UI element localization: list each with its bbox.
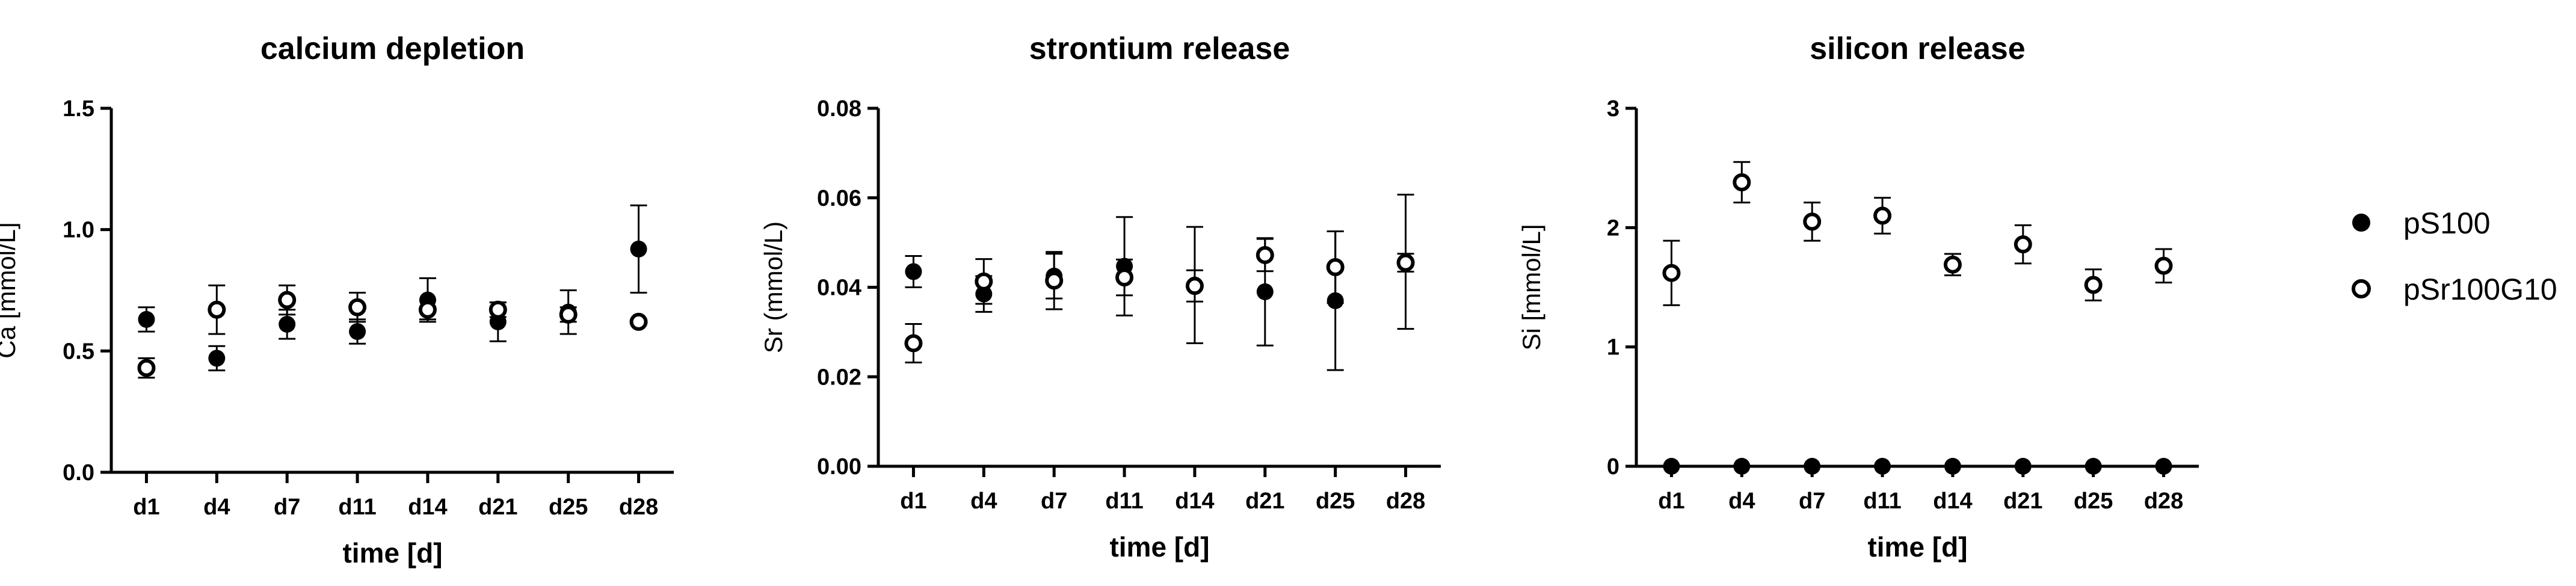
data-point-pSr100G10: [1326, 258, 1345, 277]
chart-title: silicon release: [1810, 31, 2025, 66]
data-point-pSr100G10: [975, 272, 993, 291]
data-point-pSr100G10: [629, 312, 648, 331]
data-point-pSr100G10: [1185, 277, 1204, 295]
legend: pS100 pSr100G10: [2352, 206, 2557, 306]
x-tick-label: d28: [2144, 489, 2183, 514]
chart-title: calcium depletion: [260, 31, 525, 66]
chart-title: strontium release: [1029, 31, 1290, 66]
data-point-pS100: [1733, 458, 1751, 475]
x-tick-label: d25: [549, 495, 588, 520]
data-point-pSr100G10: [2154, 256, 2173, 275]
data-point-pS100: [349, 323, 366, 341]
x-tick-label: d28: [619, 495, 658, 520]
series-pSr100G10: [137, 284, 648, 379]
legend-label: pS100: [2403, 206, 2491, 240]
x-tick-label: d28: [1386, 489, 1425, 514]
chart-panel-2: strontium release 0.00 0.02 0.04 0.06 0.08 d1 d…: [759, 31, 1441, 563]
x-tick-label: d1: [133, 495, 159, 520]
x-axis-label: time [d]: [1867, 531, 1967, 563]
y-tick-label: 1: [1607, 335, 1619, 360]
data-point-pSr100G10: [278, 291, 297, 309]
data-point-pSr100G10: [1662, 264, 1681, 282]
x-tick-label: d7: [274, 495, 300, 520]
data-point-pSr100G10: [418, 300, 437, 319]
data-point-pS100: [1256, 283, 1274, 300]
chart-panel-1: calcium depletion 0.0 0.5 1.0 1.5 d1 d4 d7 d11 d1…: [0, 31, 674, 569]
data-point-pSr100G10: [559, 305, 578, 324]
data-point-pSr100G10: [1943, 255, 1962, 274]
y-axis-label: Sr (mmol/L): [759, 221, 787, 353]
x-tick-label: d25: [2074, 489, 2113, 514]
legend-marker-filled: [2352, 214, 2370, 232]
data-point-pS100: [1663, 458, 1680, 475]
y-tick-label: 0.02: [817, 365, 861, 390]
legend-marker-open: [2352, 279, 2371, 298]
y-tick-label: 0.08: [817, 96, 861, 122]
x-axis-label: time [d]: [1109, 531, 1209, 563]
data-point-pSr100G10: [1396, 253, 1415, 272]
x-tick-label: d4: [970, 489, 997, 514]
x-tick-label: d1: [900, 489, 926, 514]
y-tick-label: 0.5: [63, 339, 94, 364]
y-tick-label: 0.00: [817, 454, 861, 480]
y-tick-label: 0: [1607, 454, 1619, 480]
x-tick-label: d14: [408, 495, 447, 520]
x-tick-label: d21: [478, 495, 517, 520]
y-tick-label: 3: [1607, 96, 1619, 122]
data-point-pS100: [905, 263, 922, 280]
data-point-pS100: [208, 350, 226, 367]
data-point-pSr100G10: [904, 334, 923, 353]
x-tick-label: d14: [1933, 489, 1972, 514]
y-tick-label: 0.06: [817, 186, 861, 211]
x-tick-label: d21: [1245, 489, 1284, 514]
x-tick-label: d11: [338, 495, 376, 520]
x-tick-label: d11: [1863, 489, 1901, 514]
data-point-pSr100G10: [208, 300, 226, 319]
y-tick-label: 0.0: [63, 460, 94, 486]
data-point-pSr100G10: [1733, 173, 1751, 191]
data-point-pS100: [1944, 458, 1961, 475]
y-tick-label: 2: [1607, 215, 1619, 241]
data-point-pS100: [630, 240, 647, 258]
data-point-pS100: [279, 315, 296, 333]
data-point-pSr100G10: [1873, 206, 1892, 225]
x-tick-label: d4: [203, 495, 230, 520]
series-pS100: [1663, 458, 2172, 475]
data-point-pSr100G10: [348, 298, 367, 316]
x-tick-label: d14: [1175, 489, 1214, 514]
x-axis-label: time [d]: [342, 537, 442, 569]
y-axis-label: Si [mmol/L]: [1517, 224, 1545, 350]
series-pS100: [138, 204, 647, 372]
x-tick-label: d7: [1041, 489, 1067, 514]
data-point-pSr100G10: [1045, 271, 1064, 290]
series-pSr100G10: [904, 230, 1415, 363]
y-axis-label: Ca [mmol/L]: [0, 222, 20, 358]
x-tick-label: d25: [1316, 489, 1355, 514]
data-point-pSr100G10: [1115, 268, 1134, 287]
y-tick-label: 1.0: [63, 218, 94, 243]
legend-label: pSr100G10: [2403, 273, 2557, 306]
y-tick-label: 1.5: [63, 96, 94, 122]
data-point-pSr100G10: [1256, 245, 1274, 264]
data-point-pS100: [2014, 458, 2032, 475]
chart-panel-3: silicon release 0 1 2 3 d1 d4 d7 d11 d14 d21 d25 d28…: [1517, 31, 2199, 563]
series-pSr100G10: [1662, 161, 2173, 306]
data-point-pS100: [2155, 458, 2172, 475]
x-tick-label: d4: [1728, 489, 1755, 514]
x-tick-label: d1: [1658, 489, 1684, 514]
x-tick-label: d11: [1105, 489, 1143, 514]
data-point-pSr100G10: [2014, 235, 2032, 254]
data-point-pSr100G10: [2084, 276, 2103, 294]
x-tick-label: d21: [2003, 489, 2042, 514]
data-point-pS100: [138, 310, 155, 328]
y-tick-label: 0.04: [817, 276, 861, 301]
data-point-pSr100G10: [137, 359, 156, 377]
data-point-pSr100G10: [1803, 212, 1822, 231]
data-point-pS100: [2085, 458, 2102, 475]
x-tick-label: d7: [1799, 489, 1825, 514]
data-point-pS100: [1874, 458, 1891, 475]
data-point-pSr100G10: [488, 300, 507, 319]
data-point-pS100: [1804, 458, 1821, 475]
